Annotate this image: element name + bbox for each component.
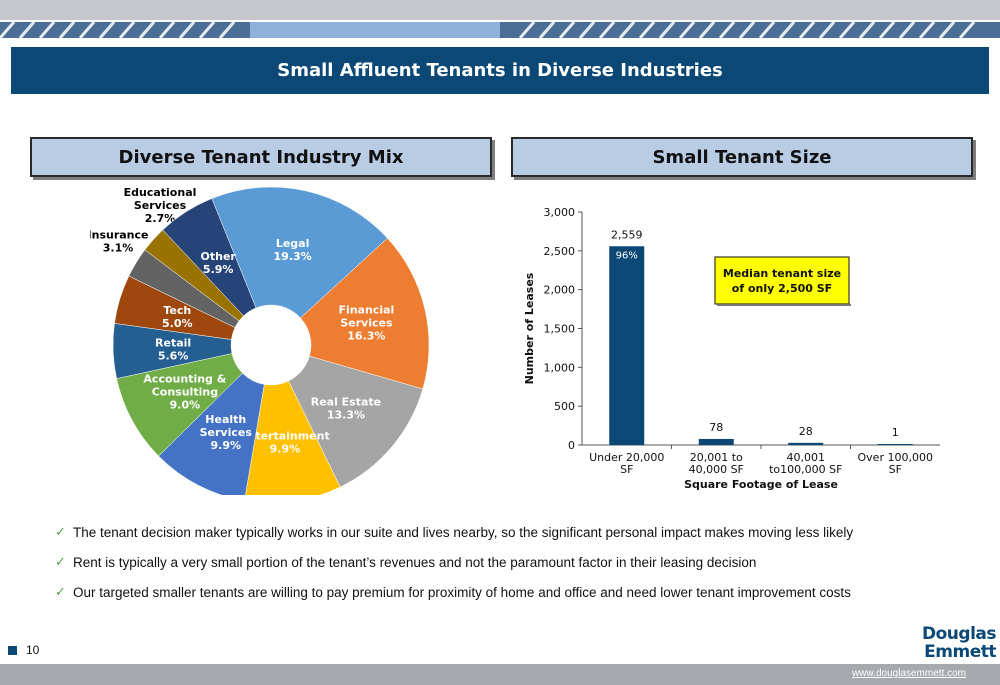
slice-name-label: Insurance [90,229,148,242]
industry-mix-header: Diverse Tenant Industry Mix [30,137,492,177]
slice-name-label: Health [205,413,246,426]
bullet-item: ✓ Our targeted smaller tenants are willin… [55,577,975,607]
slice-name-label: Real Estate [311,396,381,409]
x-tick-label: to100,000 SF [769,463,842,476]
y-tick-label: 2,000 [544,284,576,297]
donut-slice [288,355,424,488]
y-tick-label: 2,500 [544,245,576,258]
slice-name-label: Other [201,250,237,263]
callout-text: of only 2,500 SF [732,282,832,295]
slice-name-label: Legal [276,237,310,250]
slice-percent-label: 9.9% [211,439,242,452]
y-tick-label: 500 [554,400,575,413]
bar-value-label: 28 [799,425,813,438]
company-logo: Douglas Emmett [910,625,996,661]
slice-name-label: Services [200,426,253,439]
header-banner-image [0,0,1000,38]
donut-slice [211,186,388,319]
checkmark-icon: ✓ [55,524,66,539]
x-tick-label: SF [620,463,633,476]
footer-bar [0,664,1000,685]
bullet-text: Rent is typically a very small portion o… [73,554,757,570]
bullet-item: ✓ Rent is typically a very small portion … [55,547,975,577]
slice-percent-label: 9.0% [170,399,201,412]
x-tick-label: Under 20,000 [589,451,664,464]
bar [877,444,913,445]
bullet-item: ✓ The tenant decision maker typically wor… [55,517,975,547]
x-tick-label: 40,000 SF [689,463,744,476]
callout-text: Median tenant size [723,267,841,280]
y-tick-label: 0 [568,439,575,452]
website-link[interactable]: www.douglasemmett.com [852,668,966,679]
y-tick-label: 1,500 [544,323,576,336]
slice-percent-label: 16.3% [347,330,385,343]
slice-percent-label: 5.6% [158,349,189,362]
bar-value-label: 1 [892,426,899,439]
tenant-size-bar-chart: 0 500 1,000 1,500 2,000 2,500 3,000 2,559 96% Und… [523,206,940,491]
slice-name-label: Financial [338,304,394,317]
donut-slice [158,372,265,495]
page-number-text: 10 [26,643,40,657]
x-axis-title: Square Footage of Lease [684,478,838,491]
slice-name-label: Services [134,199,187,212]
slice-percent-label: 5.0% [162,317,193,330]
slice-name-label: Services [340,317,393,330]
bullet-text: The tenant decision maker typically work… [73,524,854,540]
bar [609,246,645,445]
slice-percent-label: 2.7% [145,212,176,225]
x-tick-label: Over 100,000 [858,451,933,464]
slice-percent-label: 19.3% [274,250,312,263]
slice-name-label: Consulting [152,386,218,399]
bar-value-label: 78 [709,421,723,434]
slice-name-label: Accounting & [143,373,226,386]
logo-line: Douglas [922,624,996,644]
x-tick-label: SF [889,463,902,476]
slice-percent-label: 9.9% [270,442,301,455]
checkmark-icon: ✓ [55,554,66,569]
bullet-list: ✓ The tenant decision maker typically wor… [55,517,975,607]
slice-name-label: Tech [163,304,191,317]
slide-title: Small Affluent Tenants in Diverse Indust… [11,47,989,94]
slice-percent-label: 5.9% [203,263,234,276]
callout-shadow [717,304,851,306]
square-bullet-icon [8,645,17,655]
callout-box [714,256,850,305]
donut-slice [300,237,430,390]
slice-percent-label: 3.1% [103,242,134,255]
bar [698,438,734,445]
checkmark-icon: ✓ [55,584,66,599]
bar-value-label: 2,559 [611,228,643,241]
donut-slice [245,380,341,495]
y-axis-title: Number of Leases [523,272,536,384]
tenant-size-header: Small Tenant Size [511,137,973,177]
slice-percent-label: 13.3% [327,409,365,422]
logo-line: Emmett [924,642,996,662]
slice-name-label: Educational [124,186,197,199]
slice-name-label: Entertainment [240,429,330,442]
y-tick-label: 1,000 [544,361,576,374]
bar [788,442,824,445]
y-tick-label: 3,000 [544,206,576,219]
median-callout: Median tenant size of only 2,500 SF [714,256,851,306]
bullet-text: Our targeted smaller tenants are willing… [73,584,851,600]
page-number: 10 [8,643,39,657]
donut-slice [162,198,257,317]
x-tick-label: 40,001 [787,451,826,464]
bar-inner-label: 96% [616,250,638,261]
slice-name-label: Retail [155,336,191,349]
x-tick-label: 20,001 to [690,451,743,464]
